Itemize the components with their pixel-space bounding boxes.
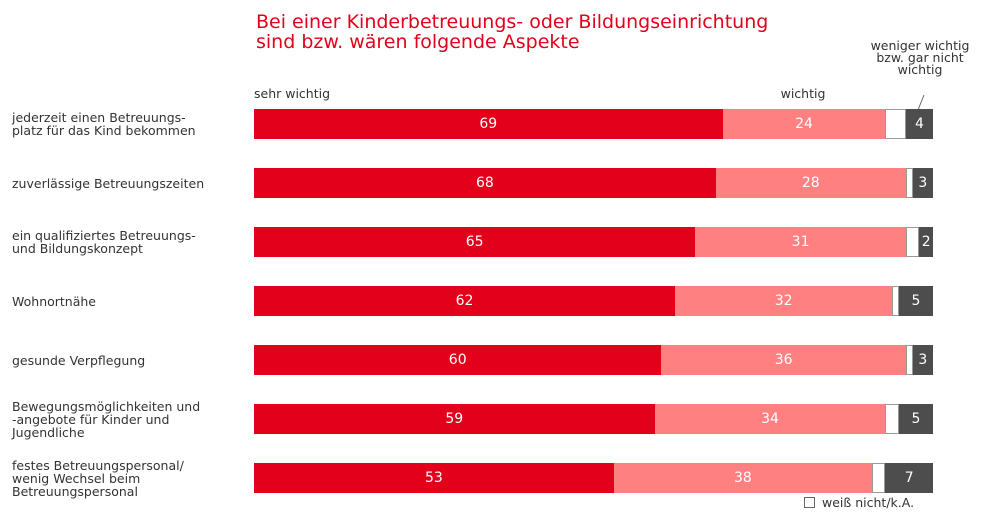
bar-segment: [674, 286, 893, 316]
bar-segment: [885, 109, 906, 139]
category-label: gesunde Verpflegung: [12, 352, 146, 368]
value-label: 36: [774, 352, 793, 368]
value-label: 65: [465, 234, 484, 250]
bar-segment: [899, 404, 933, 434]
value-label: 4: [914, 116, 924, 132]
category-label: festes Betreuungspersonal/ wenig Wechsel…: [12, 457, 184, 499]
value-label: 7: [904, 470, 914, 486]
bar-segment: [613, 463, 872, 493]
category-label: zuverlässige Betreuungszeiten: [12, 175, 205, 191]
legend-label: weiß nicht/k.A.: [822, 495, 915, 510]
bar-segment: [892, 286, 900, 316]
value-label: 53: [425, 470, 443, 486]
bar-segment: [905, 227, 920, 257]
value-label: 5: [911, 293, 921, 309]
leader-line: [917, 94, 925, 111]
bar-segment: [254, 168, 716, 198]
value-label: 24: [795, 116, 813, 132]
category-label: jederzeit einen Betreuungs- platz für da…: [12, 110, 196, 138]
bar-segment: [654, 404, 886, 434]
bar-segment: [919, 227, 933, 257]
value-label: 3: [918, 175, 928, 191]
bar-segment: [885, 404, 900, 434]
bar-segment: [254, 404, 655, 434]
bar-segment: [695, 227, 906, 257]
bar-segment: [912, 168, 933, 198]
bar-segment: [722, 109, 886, 139]
legend-swatch: [804, 497, 815, 508]
category-label: ein qualifiziertes Betreuungs- und Bildu…: [12, 228, 196, 256]
bar-segment: [254, 345, 662, 375]
bar-segment: [715, 168, 906, 198]
bar-segment: [254, 109, 723, 139]
bar-segment: [885, 463, 933, 493]
value-label: 60: [448, 352, 467, 368]
bar-segment: [254, 227, 696, 257]
value-label: 68: [475, 175, 494, 191]
legend-label: sehr wichtig: [254, 86, 331, 101]
bar-segment: [905, 109, 933, 139]
value-label: 2: [921, 234, 931, 250]
value-label: 32: [774, 293, 793, 309]
bar-segment: [905, 345, 913, 375]
bar-segment: [661, 345, 906, 375]
legend-label: wichtig: [780, 86, 826, 101]
value-label: 69: [479, 116, 498, 132]
bar-segment: [871, 463, 886, 493]
bar-segment: [254, 286, 675, 316]
bar-segment: [912, 345, 933, 375]
value-label: 3: [918, 352, 928, 368]
value-label: 28: [801, 175, 820, 191]
bar-segment: [899, 286, 933, 316]
bar-segment: [905, 168, 913, 198]
value-label: 62: [455, 293, 474, 309]
category-label: Wohnortnähe: [12, 293, 97, 309]
value-label: 5: [911, 411, 921, 427]
value-label: 38: [733, 470, 752, 486]
category-label: Bewegungsmöglichkeiten und -angebote für…: [12, 398, 201, 440]
legend-label: weniger wichtig bzw. gar nicht wichtig: [870, 38, 970, 77]
chart-title: Bei einer Kinderbetreuungs- oder Bildung…: [256, 11, 769, 53]
value-label: 31: [791, 234, 810, 250]
bar-segment: [254, 463, 614, 493]
value-label: 59: [445, 411, 464, 427]
value-label: 34: [761, 411, 779, 427]
